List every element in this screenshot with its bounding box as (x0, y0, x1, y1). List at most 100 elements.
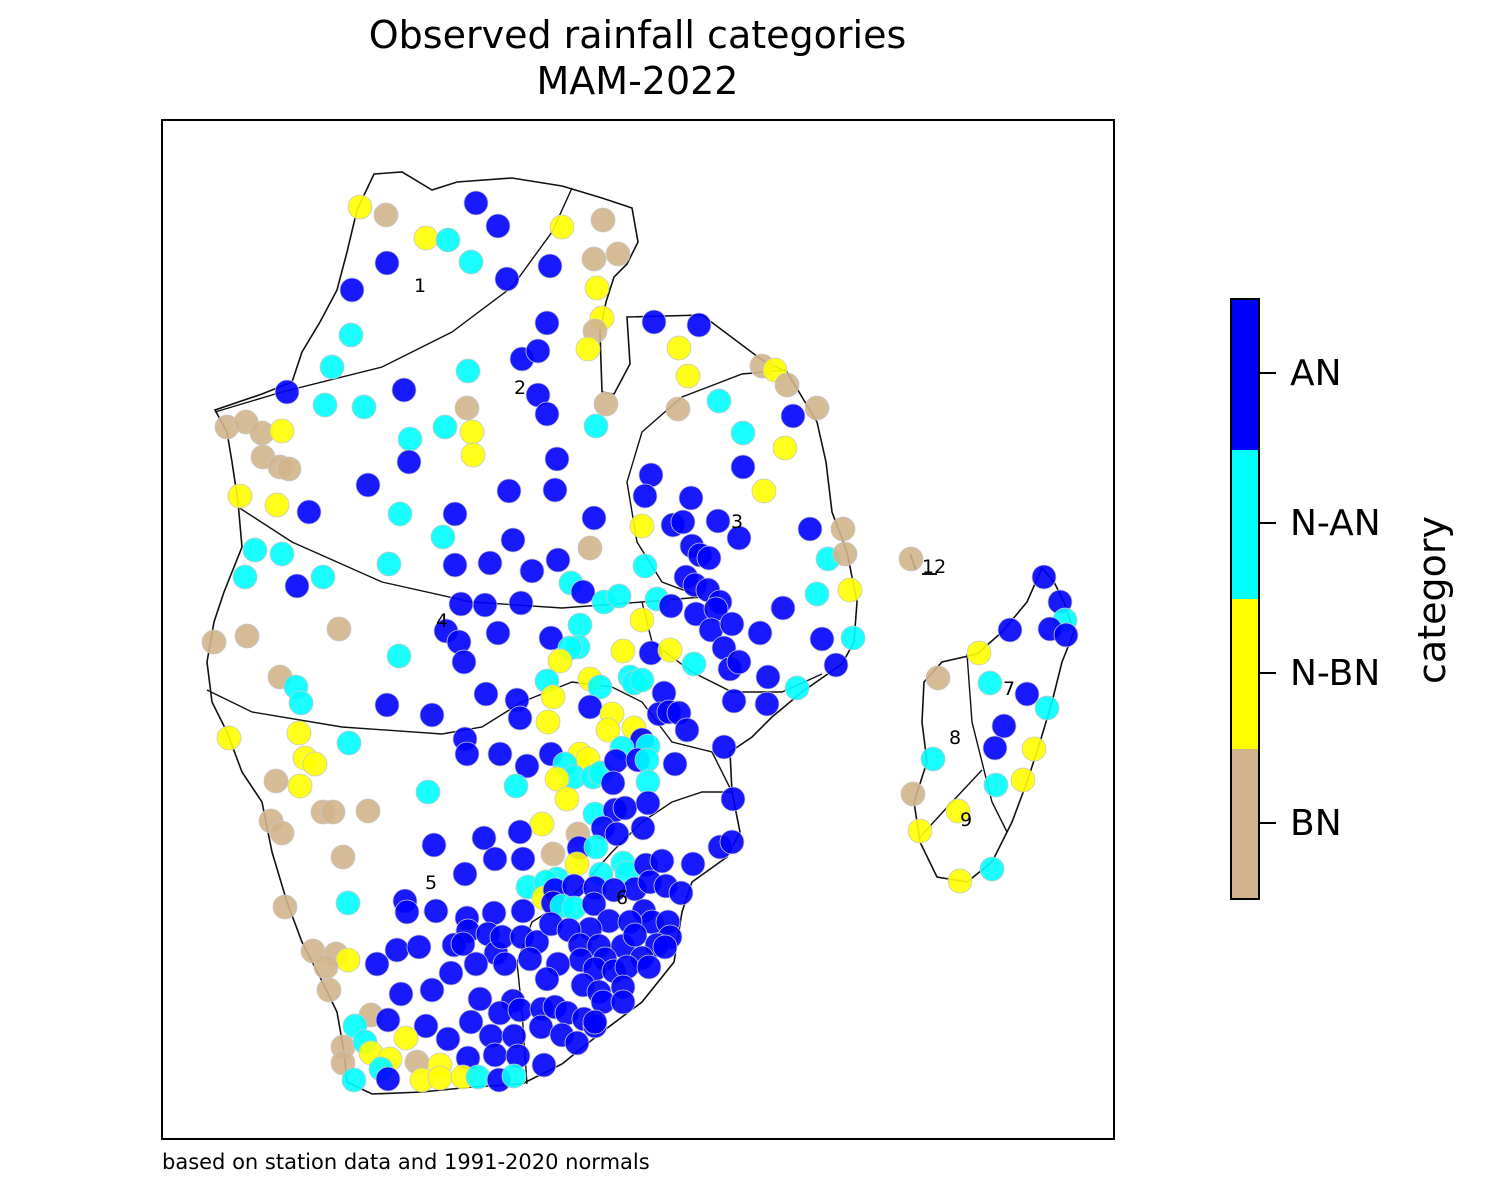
station-marker-an (678, 485, 704, 511)
station-marker-bn (898, 546, 924, 572)
station-marker-n-bn (675, 363, 701, 389)
colorbar-tick (1260, 822, 1276, 824)
station-marker-an (391, 377, 417, 403)
station-marker-an (375, 1007, 401, 1033)
station-marker-n-bn (529, 811, 555, 837)
station-marker-an (438, 960, 464, 986)
colorbar-label-n-an: N-AN (1290, 503, 1381, 544)
station-marker-n-bn (413, 225, 439, 251)
station-marker-n-bn (575, 336, 601, 362)
station-marker-n-an (319, 354, 345, 380)
station-marker-an (450, 931, 476, 957)
station-marker-an (500, 527, 526, 553)
station-marker-bn (830, 516, 856, 542)
station-marker-an (544, 446, 570, 472)
station-marker-an (473, 681, 499, 707)
station-marker-n-bn (535, 709, 561, 735)
station-marker-an (442, 552, 468, 578)
station-marker-n-bn (544, 766, 570, 792)
station-marker-an (730, 454, 756, 480)
station-marker-an (610, 989, 636, 1015)
station-marker-n-bn (287, 773, 313, 799)
station-marker-an (477, 550, 503, 576)
station-marker-an (652, 934, 678, 960)
station-marker-an (485, 620, 511, 646)
station-marker-an (482, 1042, 508, 1068)
station-marker-an (482, 846, 508, 872)
station-marker-an (1014, 681, 1040, 707)
station-marker-an (982, 735, 1008, 761)
station-marker-an (991, 713, 1017, 739)
colorbar-label-n-bn: N-BN (1290, 653, 1381, 694)
station-marker-an (487, 741, 513, 767)
station-marker-an (680, 851, 706, 877)
station-marker-bn (925, 665, 951, 691)
station-marker-an (797, 516, 823, 542)
station-marker-bn (234, 623, 260, 649)
station-marker-an (721, 688, 747, 714)
station-marker-an (435, 1026, 461, 1052)
station-marker-n-bn (945, 798, 971, 824)
station-marker-n-an (269, 541, 295, 567)
station-marker-n-bn (393, 1025, 419, 1051)
colorbar-segment-bn (1232, 748, 1258, 898)
station-marker-n-an (336, 730, 362, 756)
station-marker-an (528, 1014, 554, 1040)
colorbar-label-an: AN (1290, 353, 1342, 394)
station-marker-an (719, 611, 745, 637)
region-label-2: 2 (514, 377, 526, 399)
station-marker-an (601, 877, 627, 903)
station-marker-n-an (634, 747, 660, 773)
station-marker-bn (804, 395, 830, 421)
footnote: based on station data and 1991-2020 norm… (162, 1150, 650, 1174)
station-marker-n-bn (554, 786, 580, 812)
station-marker-n-bn (966, 640, 992, 666)
station-marker-n-an (706, 388, 732, 414)
station-marker-n-an (501, 1063, 527, 1089)
station-marker-an (406, 934, 432, 960)
station-marker-an (452, 861, 478, 887)
station-marker-n-an (288, 690, 314, 716)
station-marker-an (711, 734, 737, 760)
station-marker-an (496, 478, 522, 504)
region-label-12: 12 (922, 556, 946, 578)
station-marker-an (641, 309, 667, 335)
station-marker-bn (330, 844, 356, 870)
station-marker-an (467, 986, 493, 1012)
station-marker-n-bn (564, 851, 590, 877)
station-marker-an (638, 462, 664, 488)
station-marker-an (463, 951, 489, 977)
station-marker-an (603, 748, 629, 774)
colorbar-label-bn: BN (1290, 803, 1342, 844)
station-marker-an (510, 846, 536, 872)
station-marker-an (726, 649, 752, 675)
station-marker-n-an (632, 553, 658, 579)
station-marker-n-an (310, 564, 336, 590)
station-marker-bn (593, 391, 619, 417)
station-marker-n-bn (264, 492, 290, 518)
station-marker-n-bn (269, 418, 295, 444)
station-marker-bn (373, 202, 399, 228)
station-marker-an (696, 545, 722, 571)
colorbar-title: category (1410, 516, 1454, 684)
station-marker-n-an (804, 581, 830, 607)
station-marker-n-an (435, 227, 461, 253)
station-marker-n-bn (610, 638, 636, 664)
station-marker-bn (605, 241, 631, 267)
station-marker-an (519, 558, 545, 584)
station-marker-an (632, 483, 658, 509)
station-marker-n-bn (837, 577, 863, 603)
station-marker-bn (326, 616, 352, 642)
station-marker-an (622, 922, 648, 948)
station-marker-an (485, 213, 511, 239)
station-marker-an (421, 832, 447, 858)
colorbar-segment-n-an (1232, 449, 1258, 599)
station-marker-an (600, 770, 626, 796)
region-label-7: 7 (1003, 678, 1015, 700)
station-marker-an (780, 403, 806, 429)
station-marker-an (384, 937, 410, 963)
colorbar-tick (1260, 522, 1276, 524)
station-marker-n-an (567, 612, 593, 638)
station-marker-an (581, 891, 607, 917)
station-marker-n-an (1034, 695, 1060, 721)
